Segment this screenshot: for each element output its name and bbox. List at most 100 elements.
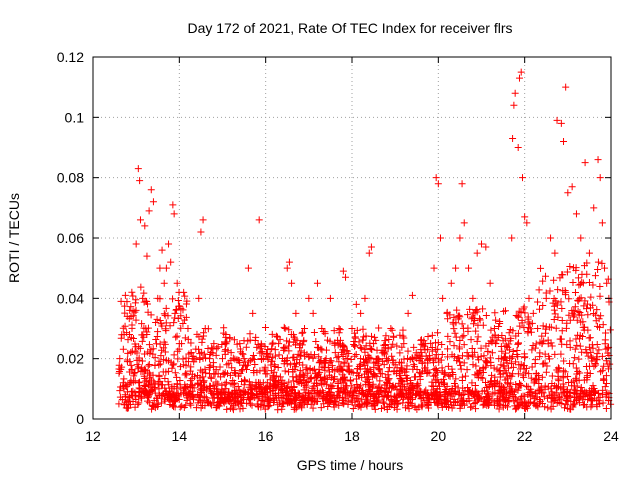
data-point bbox=[587, 403, 595, 411]
data-point bbox=[458, 333, 466, 341]
data-point bbox=[450, 390, 458, 398]
data-point bbox=[484, 348, 492, 356]
data-point bbox=[507, 379, 515, 387]
data-point bbox=[285, 326, 293, 334]
data-point bbox=[355, 371, 363, 379]
data-point bbox=[256, 345, 264, 353]
data-point bbox=[136, 216, 144, 224]
data-point bbox=[331, 398, 339, 406]
data-point bbox=[269, 339, 277, 347]
data-point bbox=[145, 341, 153, 349]
data-point bbox=[456, 313, 464, 321]
data-point bbox=[509, 393, 517, 401]
data-point bbox=[324, 403, 332, 411]
data-point bbox=[572, 210, 580, 218]
data-point bbox=[137, 367, 145, 375]
data-point bbox=[149, 401, 157, 409]
data-point bbox=[502, 369, 510, 377]
data-point bbox=[187, 339, 195, 347]
data-point bbox=[367, 345, 375, 353]
data-point bbox=[597, 368, 605, 376]
data-point bbox=[268, 340, 276, 348]
data-point bbox=[216, 363, 224, 371]
data-point bbox=[532, 340, 540, 348]
data-point bbox=[152, 336, 160, 344]
data-point bbox=[201, 402, 209, 410]
data-point bbox=[181, 384, 189, 392]
data-point bbox=[270, 396, 278, 404]
data-point bbox=[584, 352, 592, 360]
data-point bbox=[342, 355, 350, 363]
data-point bbox=[599, 321, 607, 329]
data-point bbox=[459, 352, 467, 360]
data-point bbox=[380, 361, 388, 369]
data-point bbox=[566, 343, 574, 351]
data-point bbox=[135, 399, 143, 407]
data-point bbox=[245, 393, 253, 401]
data-point bbox=[119, 345, 127, 353]
data-point bbox=[365, 355, 373, 363]
data-point bbox=[471, 348, 479, 356]
data-point bbox=[184, 325, 192, 332]
data-point bbox=[417, 395, 425, 403]
data-point bbox=[487, 326, 495, 334]
data-point bbox=[183, 371, 191, 379]
data-point bbox=[336, 341, 344, 349]
data-point bbox=[553, 116, 561, 124]
data-point bbox=[127, 379, 135, 387]
x-tick-label: 16 bbox=[258, 428, 274, 444]
data-point bbox=[509, 327, 517, 335]
data-point bbox=[310, 382, 318, 390]
data-point bbox=[558, 271, 566, 279]
data-point bbox=[392, 394, 400, 402]
data-point bbox=[586, 391, 594, 399]
data-point bbox=[228, 364, 236, 372]
data-point bbox=[210, 398, 218, 406]
data-point bbox=[231, 355, 239, 363]
data-point bbox=[346, 376, 354, 384]
data-point bbox=[602, 393, 610, 401]
data-point bbox=[548, 342, 556, 350]
data-point bbox=[127, 334, 135, 342]
data-point bbox=[375, 366, 383, 374]
data-point bbox=[456, 358, 464, 366]
data-point bbox=[247, 389, 255, 397]
data-point bbox=[438, 400, 446, 408]
data-point bbox=[399, 326, 407, 334]
data-point bbox=[292, 373, 300, 381]
data-point bbox=[195, 294, 203, 302]
data-point bbox=[214, 380, 222, 388]
data-point bbox=[258, 348, 266, 356]
data-point bbox=[281, 325, 289, 332]
data-point bbox=[501, 385, 509, 393]
data-point bbox=[362, 355, 370, 363]
data-point bbox=[464, 387, 472, 395]
data-point bbox=[406, 377, 414, 385]
data-point bbox=[217, 373, 225, 381]
data-point bbox=[361, 346, 369, 354]
data-point bbox=[173, 332, 181, 340]
data-point bbox=[532, 370, 540, 378]
data-point bbox=[300, 373, 308, 381]
data-point bbox=[292, 360, 300, 368]
data-point bbox=[536, 349, 544, 357]
data-point bbox=[402, 404, 410, 412]
data-point bbox=[597, 312, 605, 320]
data-point bbox=[587, 348, 595, 356]
data-point bbox=[423, 394, 431, 402]
data-point bbox=[189, 393, 197, 401]
data-point bbox=[148, 386, 156, 394]
data-point bbox=[574, 307, 582, 315]
data-point bbox=[578, 311, 586, 319]
data-point bbox=[118, 331, 126, 339]
data-point bbox=[558, 304, 566, 312]
data-point bbox=[267, 361, 275, 369]
data-point bbox=[115, 361, 123, 369]
data-point bbox=[375, 383, 383, 391]
data-point bbox=[469, 353, 477, 361]
data-point bbox=[531, 344, 539, 352]
data-point bbox=[331, 349, 339, 357]
data-point bbox=[331, 398, 339, 406]
data-point bbox=[281, 357, 289, 365]
data-point bbox=[289, 368, 297, 376]
